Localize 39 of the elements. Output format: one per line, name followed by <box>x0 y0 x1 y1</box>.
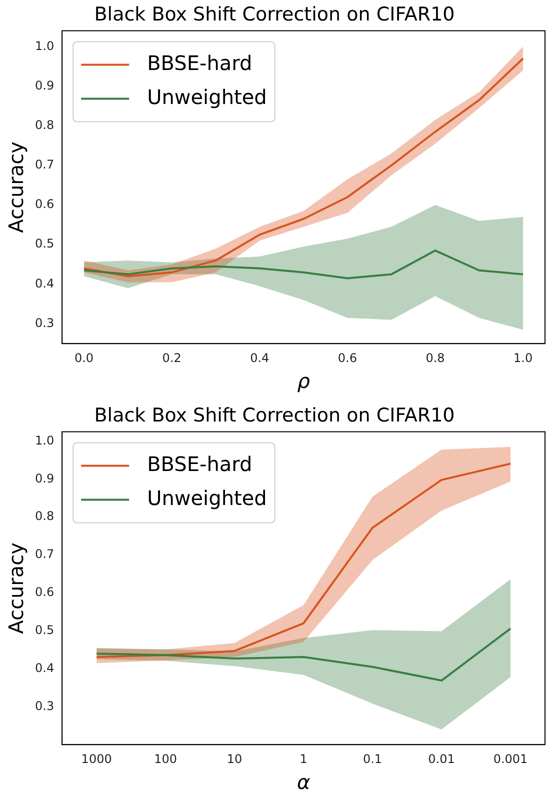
chart-title: Black Box Shift Correction on CIFAR10 <box>94 3 455 26</box>
y-tick-label: 0.6 <box>34 585 54 600</box>
y-tick-label: 1.0 <box>34 38 54 53</box>
x-axis-title: ρ <box>297 369 310 394</box>
y-tick-label: 0.6 <box>34 197 54 212</box>
x-tick-label: 1000 <box>81 752 112 766</box>
x-tick-label: 1 <box>300 752 308 766</box>
y-tick-label: 0.9 <box>34 78 54 92</box>
x-tick-label: 0.6 <box>338 350 357 365</box>
x-tick-label: 0.4 <box>250 350 270 365</box>
y-tick-label: 1.0 <box>34 433 54 448</box>
legend-label: Unweighted <box>147 486 267 510</box>
x-tick-label: 0.0 <box>74 350 94 365</box>
y-tick-label: 0.9 <box>34 471 54 486</box>
y-tick-label: 0.5 <box>34 236 54 251</box>
y-tick-label: 0.3 <box>34 316 54 330</box>
x-tick-label: 10 <box>226 752 242 766</box>
y-tick-label: 0.3 <box>34 698 54 713</box>
y-tick-label: 0.7 <box>34 158 54 172</box>
chart-title: Black Box Shift Correction on CIFAR10 <box>94 404 455 426</box>
legend-label: BBSE-hard <box>147 452 252 476</box>
x-tick-label: 0.1 <box>362 752 382 766</box>
x-axis-title: α <box>296 770 310 794</box>
x-tick-label: 1.0 <box>514 350 533 365</box>
legend-label: BBSE-hard <box>147 51 252 76</box>
x-tick-label: 0.01 <box>428 752 455 766</box>
y-tick-label: 0.4 <box>34 660 54 675</box>
y-axis-title: Accuracy <box>4 141 28 233</box>
x-tick-label: 0.001 <box>493 752 528 766</box>
y-tick-label: 0.5 <box>34 622 54 637</box>
y-tick-label: 0.7 <box>34 547 54 562</box>
x-tick-label: 0.8 <box>426 350 445 365</box>
y-tick-label: 0.8 <box>34 509 54 524</box>
y-tick-label: 0.8 <box>34 118 54 132</box>
legend-label: Unweighted <box>147 85 267 110</box>
x-tick-label: 0.2 <box>162 350 182 365</box>
x-tick-label: 100 <box>154 752 178 766</box>
y-tick-label: 0.4 <box>34 276 54 290</box>
y-axis-title: Accuracy <box>4 542 28 634</box>
